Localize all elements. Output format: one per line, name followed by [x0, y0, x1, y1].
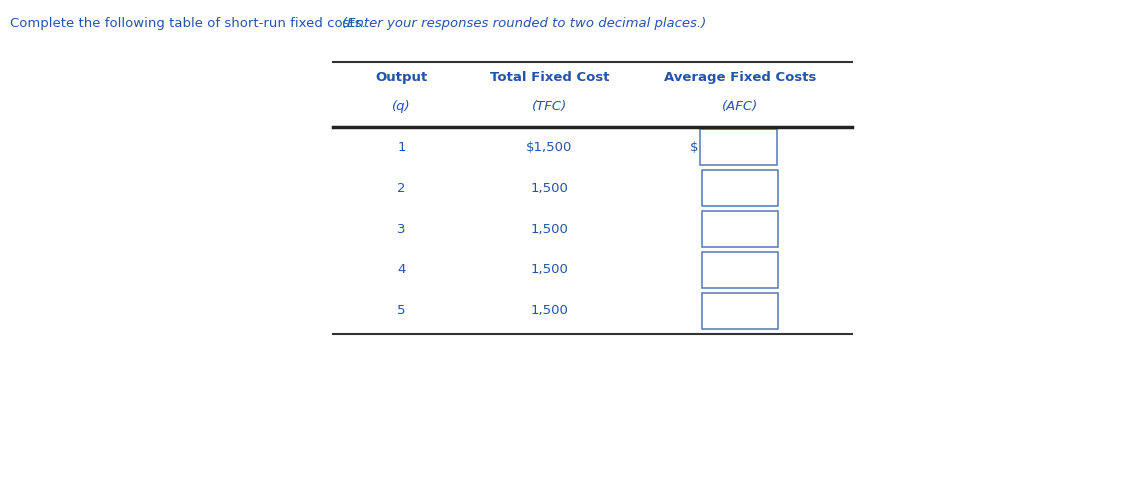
Text: 1,500: 1,500 [530, 304, 569, 317]
Text: (AFC): (AFC) [722, 100, 758, 113]
Text: 5: 5 [397, 304, 406, 317]
FancyBboxPatch shape [700, 129, 777, 165]
Text: (TFC): (TFC) [531, 100, 567, 113]
Text: Complete the following table of short-run fixed costs.: Complete the following table of short-ru… [10, 17, 370, 30]
Text: (Enter your responses rounded to two decimal places.): (Enter your responses rounded to two dec… [342, 17, 706, 30]
FancyBboxPatch shape [702, 293, 778, 329]
Text: $: $ [689, 141, 698, 154]
Text: 3: 3 [397, 223, 406, 236]
Text: 1,500: 1,500 [530, 182, 569, 195]
Text: 4: 4 [397, 263, 406, 276]
FancyBboxPatch shape [702, 211, 778, 247]
Text: 1,500: 1,500 [530, 263, 569, 276]
Text: Total Fixed Cost: Total Fixed Cost [490, 71, 609, 84]
Text: 1,500: 1,500 [530, 223, 569, 236]
Text: Output: Output [376, 71, 428, 84]
FancyBboxPatch shape [702, 252, 778, 288]
Text: $1,500: $1,500 [526, 141, 573, 154]
Text: 2: 2 [397, 182, 406, 195]
Text: 1: 1 [397, 141, 406, 154]
Text: Average Fixed Costs: Average Fixed Costs [664, 71, 817, 84]
FancyBboxPatch shape [702, 170, 778, 206]
Text: (q): (q) [393, 100, 411, 113]
